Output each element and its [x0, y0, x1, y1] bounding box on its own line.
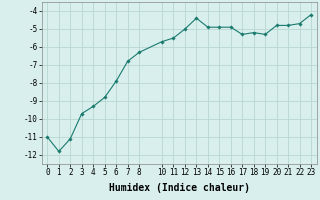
X-axis label: Humidex (Indice chaleur): Humidex (Indice chaleur)	[109, 183, 250, 193]
